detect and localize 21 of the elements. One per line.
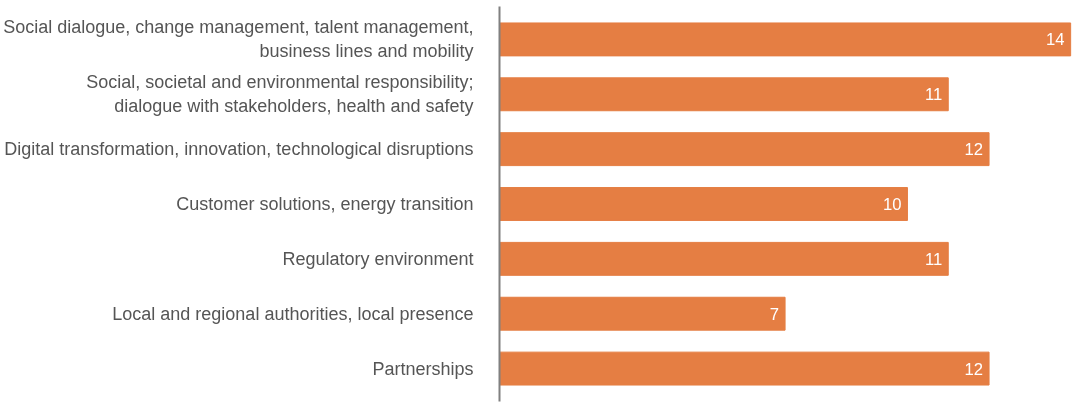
y-tick-label: Social, societal and environmental responsibility; dialogue with stakeholders, health and safety xyxy=(86,72,474,117)
y-tick-label: Partnerships xyxy=(372,358,474,379)
bar xyxy=(499,296,786,331)
bar xyxy=(499,22,1072,57)
data-label: 11 xyxy=(924,85,943,105)
y-tick-label: Regulatory environment xyxy=(282,248,474,269)
data-label: 14 xyxy=(1046,30,1065,50)
data-label: 10 xyxy=(882,195,902,214)
bar xyxy=(499,132,990,167)
data-label: 12 xyxy=(964,359,984,379)
y-tick-label: Customer solutions, energy transition xyxy=(176,194,474,214)
y-tick-label: Social dialogue, change management, talent management, business lines and mobility xyxy=(3,17,474,62)
bar xyxy=(499,351,990,386)
data-label: 12 xyxy=(964,140,984,160)
bar xyxy=(499,187,908,221)
data-label: 7 xyxy=(769,304,780,324)
bar xyxy=(499,77,949,112)
y-tick-label: Local and regional authorities, local presence xyxy=(112,303,474,324)
data-label: 11 xyxy=(924,249,943,269)
y-tick-label: Digital transformation, innovation, technological disruptions xyxy=(4,139,474,160)
bar xyxy=(499,241,949,276)
